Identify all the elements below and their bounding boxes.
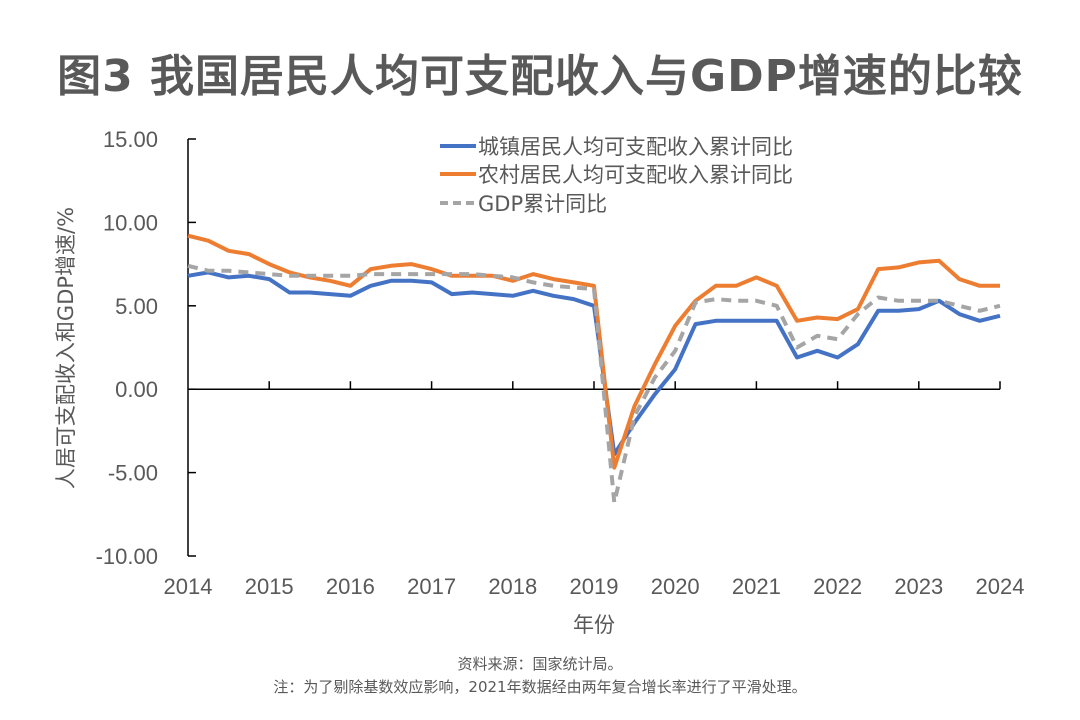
- y-tick-label: -5.00: [108, 461, 158, 486]
- y-tick-label: 15.00: [103, 127, 158, 152]
- x-tick-label: 2020: [651, 574, 700, 599]
- y-tick-label: -10.00: [96, 544, 158, 569]
- x-tick-label: 2024: [976, 574, 1025, 599]
- x-tick-label: 2023: [894, 574, 943, 599]
- x-axis-title: 年份: [573, 613, 615, 637]
- x-tick-label: 2016: [326, 574, 375, 599]
- x-tick-label: 2015: [245, 574, 294, 599]
- legend-label-3: GDP累计同比: [478, 192, 607, 216]
- footnote: 注：为了剔除基数效应影响，2021年数据经由两年复合增长率进行了平滑处理。: [273, 678, 807, 696]
- source-note: 资料来源：国家统计局。: [457, 655, 623, 673]
- x-tick-label: 2017: [407, 574, 456, 599]
- y-tick-label: 10.00: [103, 210, 158, 235]
- series-lines: [187, 233, 1001, 505]
- axes: [187, 138, 1001, 557]
- y-tick-label: 0.00: [115, 377, 158, 402]
- y-tick-label: 5.00: [115, 294, 158, 319]
- x-tick-label: 2021: [732, 574, 781, 599]
- series-line-2: [187, 233, 1000, 470]
- chart-title: 图3 我国居民人均可支配收入与GDP增速的比较: [57, 51, 1023, 102]
- x-tick-label: 2014: [164, 574, 213, 599]
- x-tick-label: 2019: [570, 574, 619, 599]
- legend-label-2: 农村居民人均可支配收入累计同比: [478, 163, 793, 187]
- series-line-1: [187, 270, 1001, 457]
- x-tick-labels: 2014 2015 2016 2017 2018 2019 2020 2021 2022 2023…: [164, 574, 1025, 599]
- x-tick-label: 2022: [813, 574, 862, 599]
- y-axis-title: 人居可支配收入和GDP增速/%: [54, 207, 78, 489]
- y-tick-labels: 15.00 10.00 5.00 0.00 -5.00 -10.00: [96, 127, 158, 569]
- legend-label-1: 城镇居民人均可支配收入累计同比: [478, 135, 793, 159]
- x-tick-label: 2018: [488, 574, 537, 599]
- series-line-3: [187, 263, 1001, 505]
